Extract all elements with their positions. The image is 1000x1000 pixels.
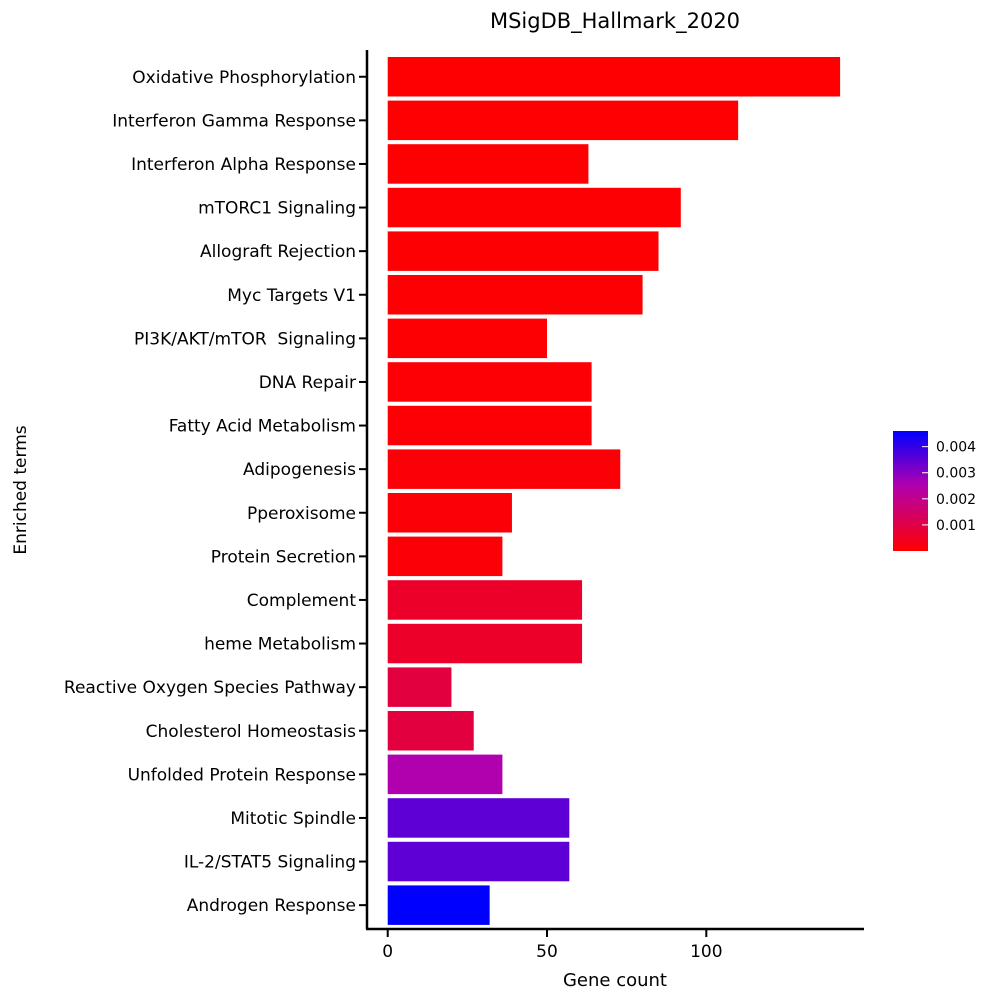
colorbar-ticks: 0.004 0.003 0.002 0.001	[922, 440, 976, 534]
bar	[387, 667, 452, 707]
bar	[387, 449, 621, 489]
x-ticks: 0 50 100	[382, 929, 723, 962]
bar	[387, 318, 548, 359]
y-tick-label: DNA Repair	[259, 373, 356, 393]
y-tick-label: Allograft Rejection	[200, 242, 356, 262]
y-tick-label: Interferon Alpha Response	[131, 155, 356, 175]
chart-title: MSigDB_Hallmark_2020	[490, 9, 740, 34]
bar	[387, 623, 583, 664]
y-tick-label: Cholesterol Homeostasis	[146, 722, 356, 742]
bars-group	[387, 57, 841, 925]
y-tick-label: Androgen Response	[187, 896, 356, 916]
bar	[387, 711, 474, 751]
y-tick-label: Reactive Oxygen Species Pathway	[64, 678, 356, 698]
y-tick-label: Protein Secretion	[211, 547, 356, 567]
y-tick-label: Oxidative Phosphorylation	[132, 68, 356, 88]
y-tick-label: Unfolded Protein Response	[128, 765, 356, 785]
bar	[387, 405, 592, 446]
y-axis-label: Enriched terms	[11, 425, 31, 554]
bar	[387, 275, 643, 315]
bar	[387, 798, 570, 838]
y-tick-label: Mitotic Spindle	[230, 809, 356, 829]
colorbar-tick-label: 0.002	[936, 492, 976, 508]
y-tick-label: Complement	[247, 591, 357, 611]
bar	[387, 536, 503, 577]
y-tick-label: mTORC1 Signaling	[198, 199, 356, 219]
x-tick-label: 50	[536, 942, 558, 962]
y-tick-labels: Oxidative Phosphorylation Interferon Gamm…	[64, 68, 367, 916]
bar	[387, 100, 739, 141]
bar	[387, 362, 592, 402]
bar	[387, 493, 512, 533]
bar	[387, 57, 841, 97]
y-tick-label: Pperoxisome	[247, 504, 356, 524]
y-tick-label: Interferon Gamma Response	[112, 111, 356, 131]
x-tick-label: 0	[382, 942, 393, 962]
bar	[387, 841, 570, 882]
y-tick-label: Fatty Acid Metabolism	[169, 417, 356, 437]
y-tick-label: IL-2/STAT5 Signaling	[184, 853, 356, 873]
bar	[387, 580, 583, 620]
colorbar: 0.004 0.003 0.002 0.001	[893, 431, 976, 551]
bar	[387, 754, 503, 795]
y-tick-label: Adipogenesis	[243, 460, 356, 480]
bar	[387, 144, 589, 184]
x-axis-label: Gene count	[563, 970, 667, 991]
x-tick-label: 100	[690, 942, 722, 962]
colorbar-gradient	[893, 431, 928, 551]
bar	[387, 231, 659, 271]
bar	[387, 885, 490, 925]
colorbar-tick-label: 0.001	[936, 518, 976, 534]
bar	[387, 187, 681, 228]
y-tick-label: heme Metabolism	[204, 635, 356, 655]
y-tick-label: PI3K/AKT/mTOR Signaling	[134, 329, 356, 349]
y-tick-label: Myc Targets V1	[227, 286, 356, 306]
colorbar-tick-label: 0.004	[936, 440, 976, 456]
colorbar-tick-label: 0.003	[936, 466, 976, 482]
